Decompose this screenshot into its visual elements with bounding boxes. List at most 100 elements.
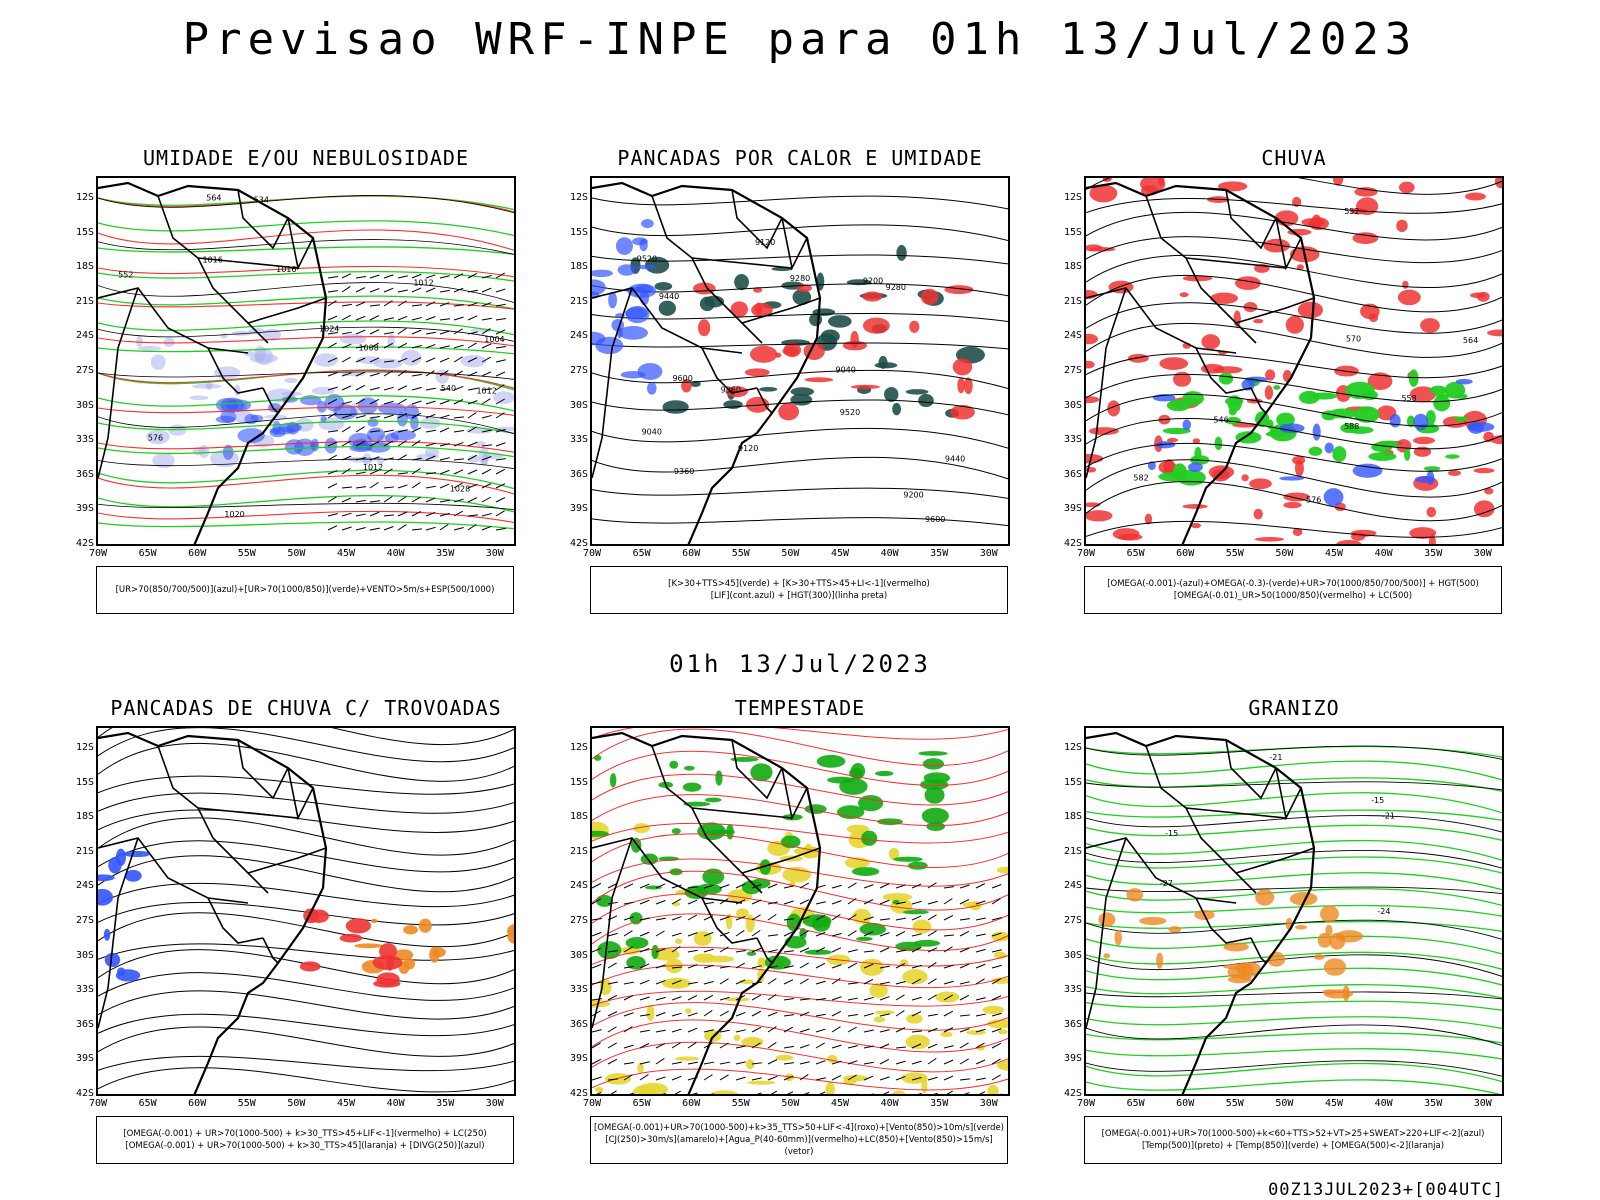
wind-vector xyxy=(369,500,380,503)
rain-area-blue xyxy=(1312,423,1321,441)
country-border xyxy=(651,195,763,344)
wind-vector xyxy=(439,523,449,531)
wind-vector xyxy=(943,1075,954,1081)
wind850-area-green xyxy=(924,786,945,804)
rain-area-red xyxy=(1352,232,1379,244)
wind-vector xyxy=(355,398,365,405)
wind-vector xyxy=(991,898,1001,905)
lon-tick-label: 30W xyxy=(485,548,504,559)
rain-area-red xyxy=(1102,178,1112,183)
lon-tick-label: 60W xyxy=(1176,548,1195,559)
wind-vector xyxy=(397,524,407,531)
jet-area-yellow xyxy=(710,1090,739,1094)
wind-vector xyxy=(495,428,506,433)
wind-vector xyxy=(735,930,745,937)
wind-vector xyxy=(592,1042,601,1049)
streamline-red xyxy=(592,870,1008,911)
country-border xyxy=(237,189,289,250)
lat-tick-label: 24S xyxy=(75,330,94,342)
rain-area-red xyxy=(1292,196,1302,208)
wind-vector xyxy=(341,526,352,531)
wind-vector xyxy=(453,510,463,517)
wind-vector xyxy=(327,386,338,391)
wind-vector xyxy=(607,1042,617,1049)
wind-vector xyxy=(917,1092,922,1094)
wind-vector xyxy=(959,884,970,889)
wind850-area-green xyxy=(859,922,887,936)
wind-vector xyxy=(863,884,874,889)
country-border xyxy=(262,937,279,964)
lif-contour-blue xyxy=(636,264,658,270)
country-border xyxy=(1086,837,1127,1029)
jet-area-yellow xyxy=(735,908,749,918)
wind-vector xyxy=(481,356,491,363)
country-border xyxy=(691,257,793,269)
lon-tick-label: 30W xyxy=(1473,1098,1492,1109)
rain-area-red xyxy=(1182,504,1208,509)
wind-vector xyxy=(815,914,826,921)
wind-vector xyxy=(623,1012,634,1017)
wind-vector xyxy=(767,1059,778,1065)
wind-vector xyxy=(453,416,464,419)
lat-tick-label: 27S xyxy=(569,915,588,926)
wind-vector xyxy=(397,300,407,307)
rain-area-green xyxy=(1408,369,1419,387)
rain-area-red xyxy=(1296,264,1304,271)
lon-tick-label: 40W xyxy=(386,548,405,559)
country-border xyxy=(287,767,314,821)
wind-vector xyxy=(687,949,698,953)
rain-area-red xyxy=(1265,369,1276,381)
map-umidade: 1012 1012 1012 1016 1016 1020 1024 1028 1004 1008… xyxy=(96,176,516,546)
wind-vector xyxy=(943,964,954,969)
wind-vector xyxy=(735,915,746,921)
lat-tick-label: 21S xyxy=(75,845,94,857)
jet-area-yellow xyxy=(987,1084,999,1094)
wind-vector xyxy=(927,1076,938,1081)
instability-area-teal xyxy=(662,400,689,414)
wind-vector xyxy=(383,429,394,433)
wind-vector xyxy=(397,496,407,503)
streamline xyxy=(1086,417,1502,450)
wind-vector xyxy=(671,1061,682,1065)
wind-vector xyxy=(671,916,682,921)
jet-area-yellow xyxy=(874,1010,895,1015)
wind-vector xyxy=(453,498,464,503)
wind-vector xyxy=(815,1060,826,1065)
streamline-red xyxy=(592,893,1008,931)
wind-vector xyxy=(327,290,338,293)
wind-vector xyxy=(895,917,906,921)
divergence-area-blue xyxy=(108,856,122,874)
jet-area-yellow xyxy=(637,1062,644,1074)
lat-tick-label: 21S xyxy=(75,295,94,307)
jet-area-yellow xyxy=(888,847,900,860)
wind-vector xyxy=(327,315,338,321)
wind-vector xyxy=(425,400,436,405)
instability-area-teal xyxy=(658,300,676,316)
lon-axis: 70W 65W 60W 55W 50W 45W 40W 35W 30W xyxy=(89,548,516,562)
temp500-contour xyxy=(1086,919,1502,940)
wind-vector xyxy=(481,398,491,405)
wind-vector xyxy=(863,1029,874,1033)
wind-vector xyxy=(671,1028,682,1033)
coastline xyxy=(98,181,328,544)
humidity-area-blue xyxy=(385,432,399,443)
contour-label: 9440 xyxy=(945,455,965,464)
wind-vector xyxy=(895,1010,905,1017)
contour-label: 9520 xyxy=(840,408,860,417)
streamline-red xyxy=(592,822,1008,844)
wind-vector xyxy=(495,458,506,461)
country-border xyxy=(701,897,758,944)
rain-area-green xyxy=(1423,466,1441,471)
rain-area-green xyxy=(1273,385,1281,390)
contour-label: 9200 xyxy=(863,276,883,285)
wind-vector xyxy=(397,511,408,517)
wind-vector xyxy=(831,932,842,937)
temp850-contour xyxy=(1086,935,1502,955)
wind-vector xyxy=(327,430,338,433)
wind-vector xyxy=(355,357,366,363)
wind-vector xyxy=(847,1045,858,1049)
panel-title: TEMPESTADE xyxy=(734,696,866,720)
wind-vector xyxy=(703,931,714,937)
streamline xyxy=(98,728,514,746)
lon-tick-label: 70W xyxy=(582,1098,602,1109)
